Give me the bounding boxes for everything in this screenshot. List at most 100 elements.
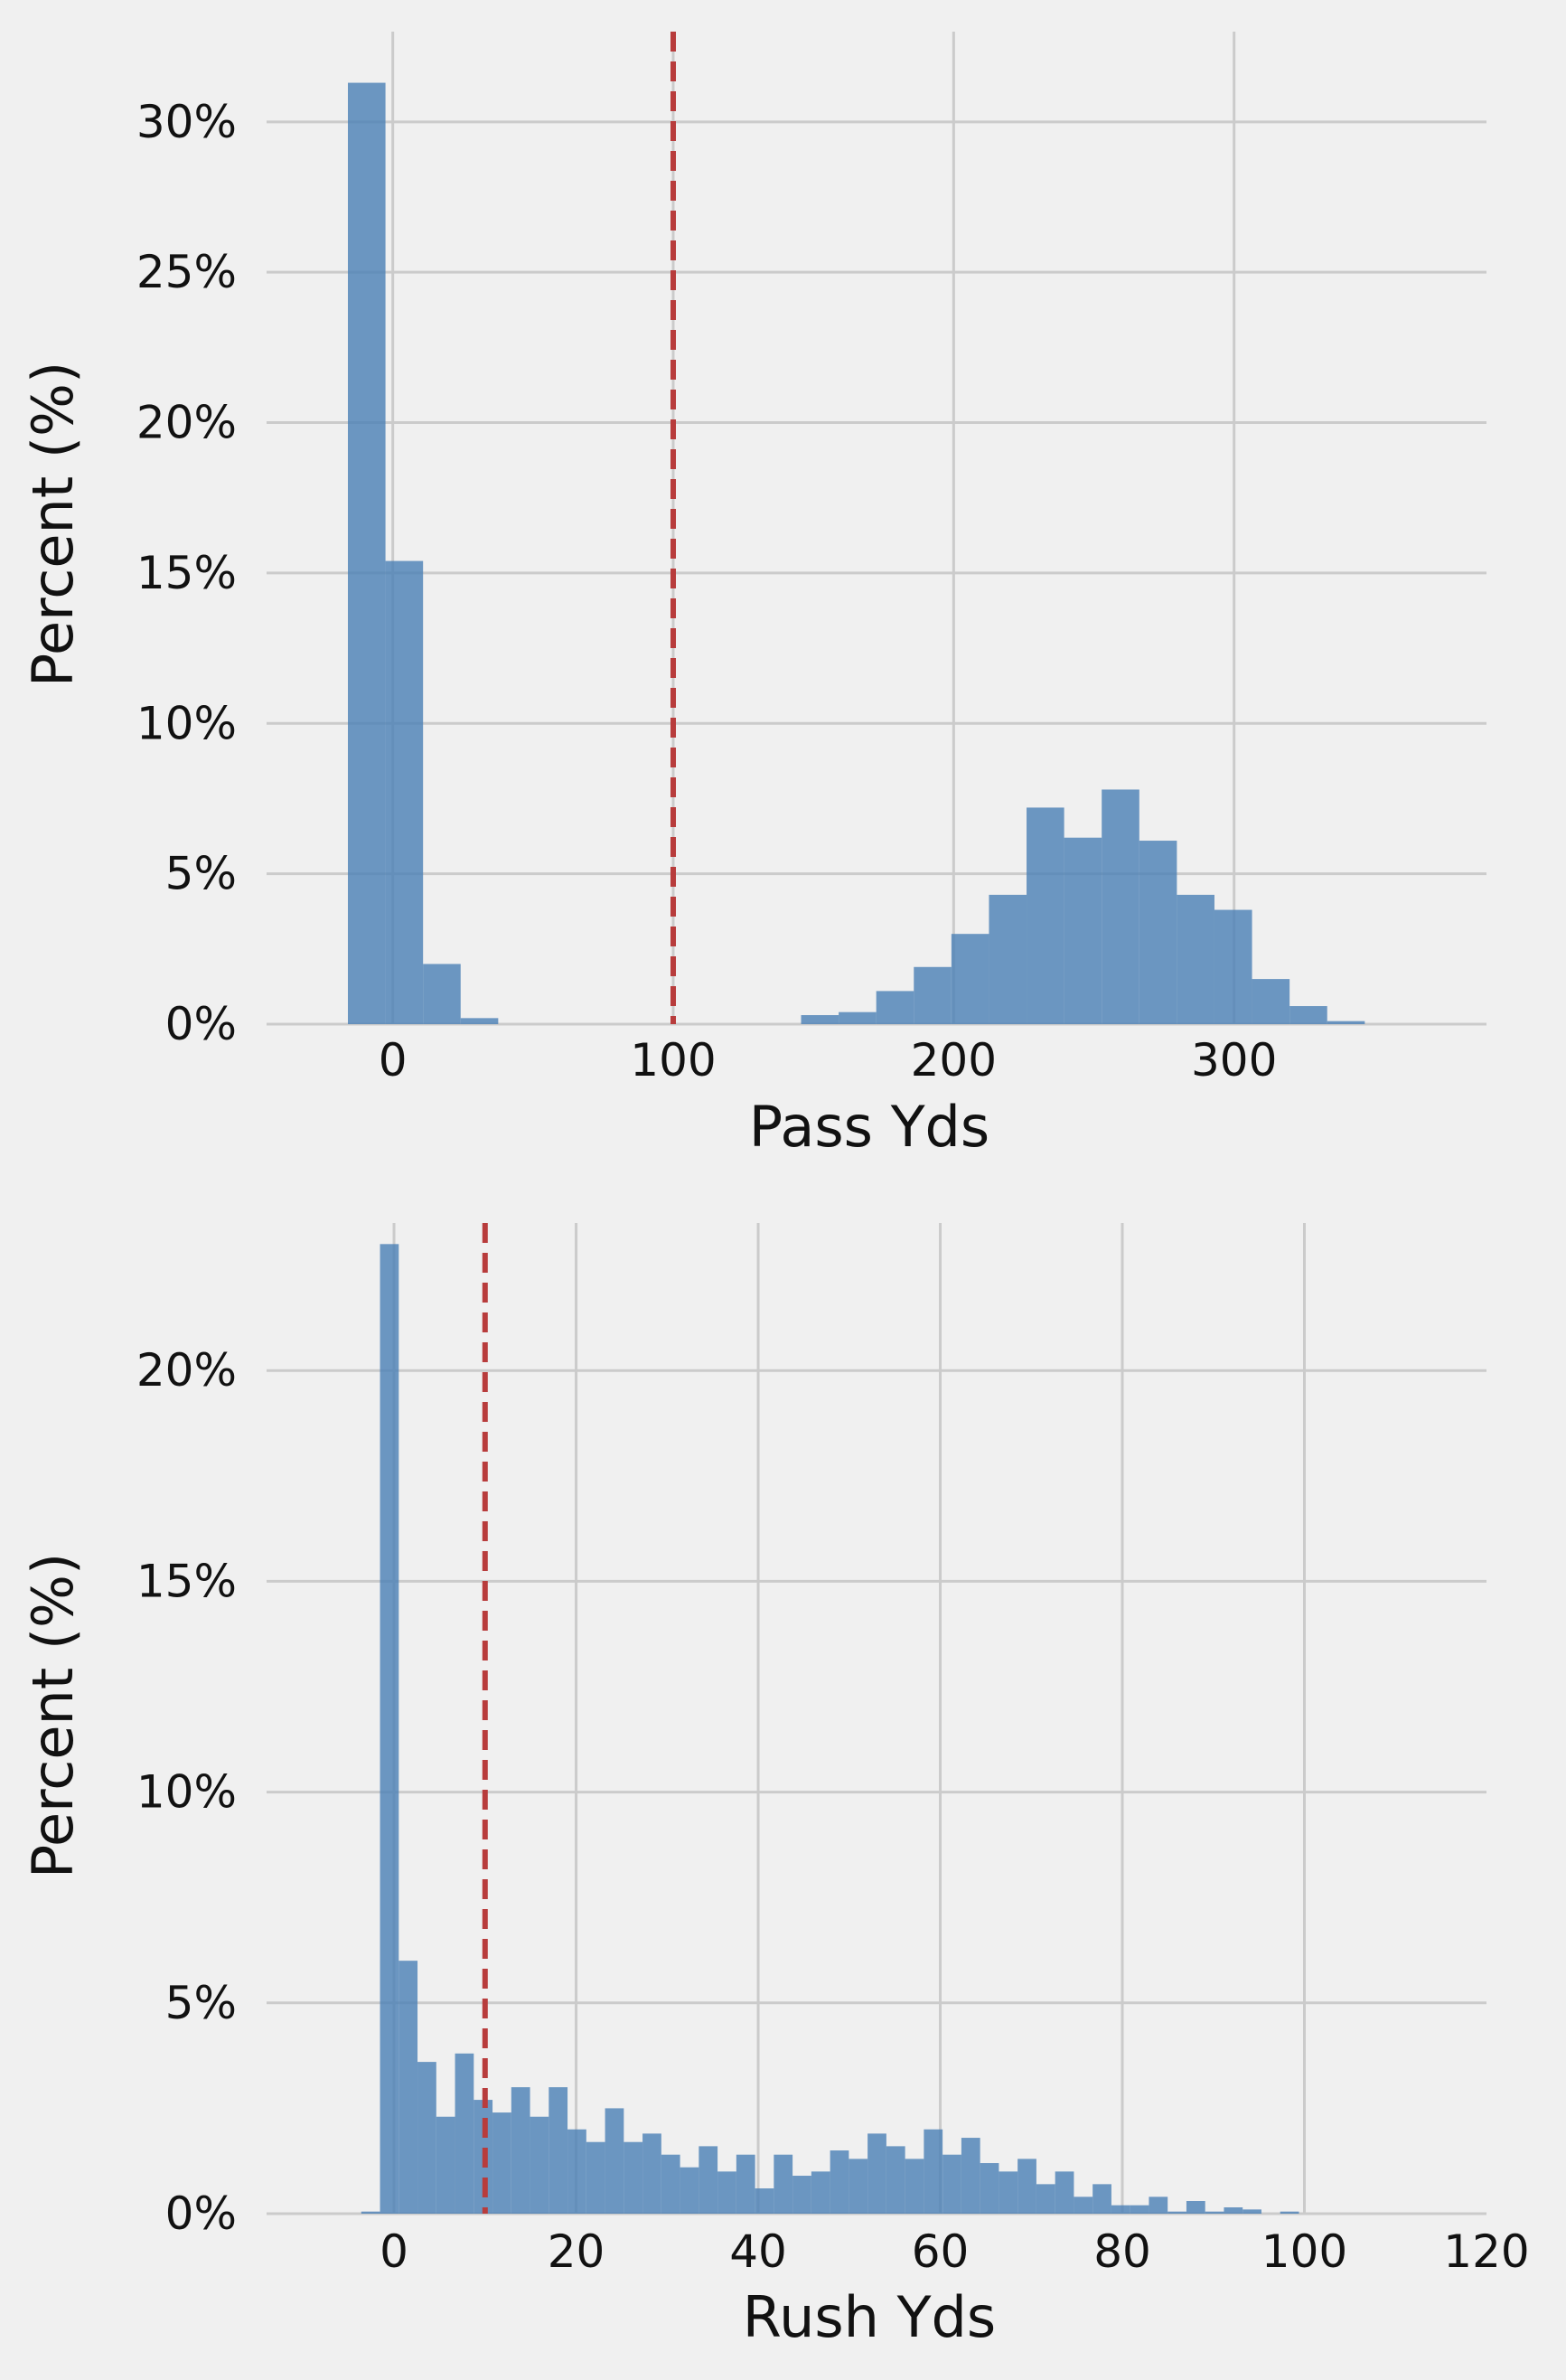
rush-x-tick-label: 60 bbox=[912, 2225, 970, 2278]
rush-histogram-bar bbox=[530, 2116, 549, 2214]
rush-histogram-bar bbox=[980, 2163, 999, 2214]
pass-histogram-bar bbox=[1214, 909, 1252, 1024]
rush-histogram-bar bbox=[792, 2176, 811, 2214]
pass-yds-chart: 0%5%10%15%20%25%30% 0 100 200 300 Pass Yds … bbox=[20, 32, 1486, 1160]
pass-y-tick-label: 10% bbox=[136, 697, 237, 749]
rush-histogram-bar bbox=[380, 1244, 399, 2214]
rush-histogram-bar bbox=[511, 2087, 530, 2214]
rush-histogram-bar bbox=[1149, 2197, 1168, 2214]
rush-x-axis-label: Rush Yds bbox=[743, 2284, 996, 2350]
rush-histogram-bar bbox=[661, 2154, 680, 2214]
rush-histogram-bar bbox=[436, 2116, 455, 2214]
rush-histogram-bar bbox=[1130, 2205, 1149, 2214]
pass-y-tick-label: 5% bbox=[165, 848, 237, 900]
rush-histogram-bar bbox=[605, 2108, 624, 2214]
rush-histogram-bar bbox=[867, 2133, 886, 2214]
pass-histogram-bar bbox=[876, 991, 914, 1024]
pass-histogram-bar bbox=[1327, 1021, 1365, 1024]
pass-y-axis-label: Percent (%) bbox=[20, 362, 86, 687]
pass-y-tick-label: 15% bbox=[136, 547, 237, 599]
pass-y-tick-label: 30% bbox=[136, 96, 237, 148]
rush-histogram-bar bbox=[1036, 2184, 1055, 2214]
rush-histogram-bar bbox=[1224, 2207, 1243, 2214]
pass-y-ticks: 0% 5% 10% 15% 20% 25% 30% bbox=[136, 96, 237, 1050]
rush-histogram-bar bbox=[1111, 2205, 1130, 2214]
pass-histogram-bar bbox=[839, 1011, 877, 1024]
rush-histogram-bar bbox=[942, 2154, 961, 2214]
pass-y-tick-label: 25% bbox=[136, 246, 237, 298]
rush-histogram-bar bbox=[361, 2211, 380, 2214]
rush-histogram-bar bbox=[1186, 2201, 1205, 2214]
pass-histogram-bar bbox=[1064, 837, 1102, 1024]
rush-bars bbox=[361, 1244, 1299, 2214]
rush-x-tick-label: 0 bbox=[380, 2225, 408, 2278]
pass-x-tick-label: 100 bbox=[630, 1034, 716, 1087]
pass-y-tick-label: 0% bbox=[165, 998, 237, 1050]
rush-histogram-bar bbox=[417, 2062, 436, 2214]
pass-histogram-bar bbox=[460, 1018, 499, 1024]
rush-x-tick-label: 120 bbox=[1443, 2225, 1529, 2278]
pass-x-ticks: 0 100 200 300 bbox=[379, 1034, 1278, 1087]
pass-histogram-bar bbox=[423, 964, 461, 1024]
pass-histogram-bar bbox=[989, 894, 1027, 1024]
rush-histogram-bar bbox=[811, 2171, 830, 2214]
pass-histogram-bar bbox=[1289, 1006, 1327, 1024]
pass-x-axis-label: Pass Yds bbox=[749, 1094, 989, 1160]
pass-histogram-bar bbox=[1139, 841, 1177, 1024]
pass-y-tick-label: 20% bbox=[136, 397, 237, 449]
rush-y-tick-label: 5% bbox=[165, 1977, 237, 2029]
pass-histogram-bar bbox=[951, 934, 989, 1024]
rush-histogram-bar bbox=[1280, 2211, 1299, 2214]
rush-histogram-bar bbox=[774, 2154, 793, 2214]
rush-histogram-bar bbox=[717, 2171, 736, 2214]
rush-histogram-bar bbox=[961, 2138, 980, 2214]
rush-histogram-bar bbox=[680, 2167, 699, 2214]
pass-x-tick-label: 300 bbox=[1191, 1034, 1277, 1087]
rush-x-tick-label: 40 bbox=[729, 2225, 787, 2278]
rush-histogram-bar bbox=[642, 2133, 661, 2214]
pass-histogram-bar bbox=[1177, 894, 1214, 1024]
pass-histogram-bar bbox=[914, 966, 952, 1024]
pass-histogram-bar bbox=[801, 1015, 839, 1024]
rush-histogram-bar bbox=[1055, 2171, 1074, 2214]
rush-histogram-bar bbox=[1242, 2209, 1261, 2214]
rush-y-tick-label: 15% bbox=[136, 1555, 237, 1607]
rush-histogram-bar bbox=[699, 2146, 718, 2214]
rush-histogram-bar bbox=[399, 1961, 418, 2214]
pass-histogram-bar bbox=[385, 560, 424, 1024]
pass-histogram-bar bbox=[1252, 979, 1290, 1024]
rush-x-tick-label: 20 bbox=[548, 2225, 605, 2278]
rush-histogram-bar bbox=[1092, 2184, 1111, 2214]
pass-x-tick-label: 0 bbox=[379, 1034, 408, 1087]
rush-histogram-bar bbox=[455, 2053, 474, 2214]
rush-histogram-bar bbox=[905, 2159, 924, 2214]
rush-histogram-bar bbox=[549, 2087, 568, 2214]
rush-histogram-bar bbox=[924, 2129, 943, 2214]
rush-y-tick-label: 10% bbox=[136, 1766, 237, 1819]
rush-histogram-bar bbox=[736, 2154, 755, 2214]
rush-histogram-bar bbox=[830, 2150, 849, 2214]
pass-histogram-bar bbox=[348, 82, 386, 1025]
rush-x-tick-label: 100 bbox=[1261, 2225, 1347, 2278]
rush-y-axis-label: Percent (%) bbox=[20, 1553, 86, 1878]
pass-histogram-bar bbox=[1102, 789, 1139, 1024]
rush-y-tick-label: 20% bbox=[136, 1344, 237, 1397]
rush-histogram-bar bbox=[1167, 2211, 1186, 2214]
rush-histogram-bar bbox=[1205, 2211, 1224, 2214]
rush-histogram-bar bbox=[1017, 2159, 1036, 2214]
rush-histogram-bar bbox=[624, 2141, 643, 2214]
pass-histogram-bar bbox=[1027, 807, 1064, 1024]
rush-histogram-bar bbox=[567, 2129, 586, 2214]
rush-histogram-bar bbox=[1074, 2197, 1093, 2214]
rush-histogram-bar bbox=[492, 2112, 511, 2214]
rush-yds-chart: 0% 5% 10% 15% 20% 0 20 40 60 80 100 120 Rush Yds P… bbox=[20, 1223, 1530, 2350]
rush-x-ticks: 0 20 40 60 80 100 120 bbox=[380, 2225, 1530, 2278]
rush-histogram-bar bbox=[586, 2141, 605, 2214]
rush-y-ticks: 0% 5% 10% 15% 20% bbox=[136, 1344, 237, 2240]
rush-y-tick-label: 0% bbox=[165, 2187, 237, 2240]
pass-bars bbox=[348, 82, 1365, 1025]
rush-histogram-bar bbox=[886, 2146, 905, 2214]
rush-x-tick-label: 80 bbox=[1093, 2225, 1151, 2278]
rush-histogram-bar bbox=[755, 2188, 774, 2214]
